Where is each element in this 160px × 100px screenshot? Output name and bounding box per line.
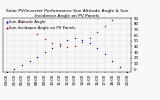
Sun Altitude Angle [66,39,68,41]
Sun Altitude Angle [28,60,31,62]
Sun Incidence Angle on PV Panels [43,38,46,40]
Sun Altitude Angle [126,71,129,73]
Sun Incidence Angle on PV Panels [28,27,31,28]
Sun Incidence Angle on PV Panels [111,20,114,21]
Sun Incidence Angle on PV Panels [21,21,23,23]
Sun Incidence Angle on PV Panels [96,31,99,33]
Sun Altitude Angle [73,38,76,39]
Sun Altitude Angle [36,56,38,57]
Sun Altitude Angle [119,67,121,68]
Sun Altitude Angle [58,43,61,44]
Title: Solar PV/Inverter Performance Sun Altitude Angle & Sun Incidence Angle on PV Pan: Solar PV/Inverter Performance Sun Altitu… [6,9,128,18]
Sun Altitude Angle [96,47,99,49]
Sun Altitude Angle [88,42,91,44]
Sun Altitude Angle [81,39,84,40]
Sun Altitude Angle [43,51,46,53]
Sun Incidence Angle on PV Panels [81,42,84,43]
Sun Altitude Angle [13,68,16,69]
Sun Incidence Angle on PV Panels [36,33,38,35]
Sun Altitude Angle [21,64,23,66]
Sun Incidence Angle on PV Panels [66,46,68,48]
Sun Incidence Angle on PV Panels [73,45,76,47]
Sun Incidence Angle on PV Panels [88,37,91,39]
Sun Incidence Angle on PV Panels [51,42,53,44]
Sun Altitude Angle [104,54,106,55]
Sun Incidence Angle on PV Panels [104,25,106,27]
Sun Altitude Angle [111,60,114,62]
Sun Altitude Angle [6,71,8,73]
Sun Incidence Angle on PV Panels [58,45,61,47]
Sun Altitude Angle [51,47,53,48]
Legend: Sun Altitude Angle, Sun Incidence Angle on PV Panels: Sun Altitude Angle, Sun Incidence Angle … [5,20,76,31]
